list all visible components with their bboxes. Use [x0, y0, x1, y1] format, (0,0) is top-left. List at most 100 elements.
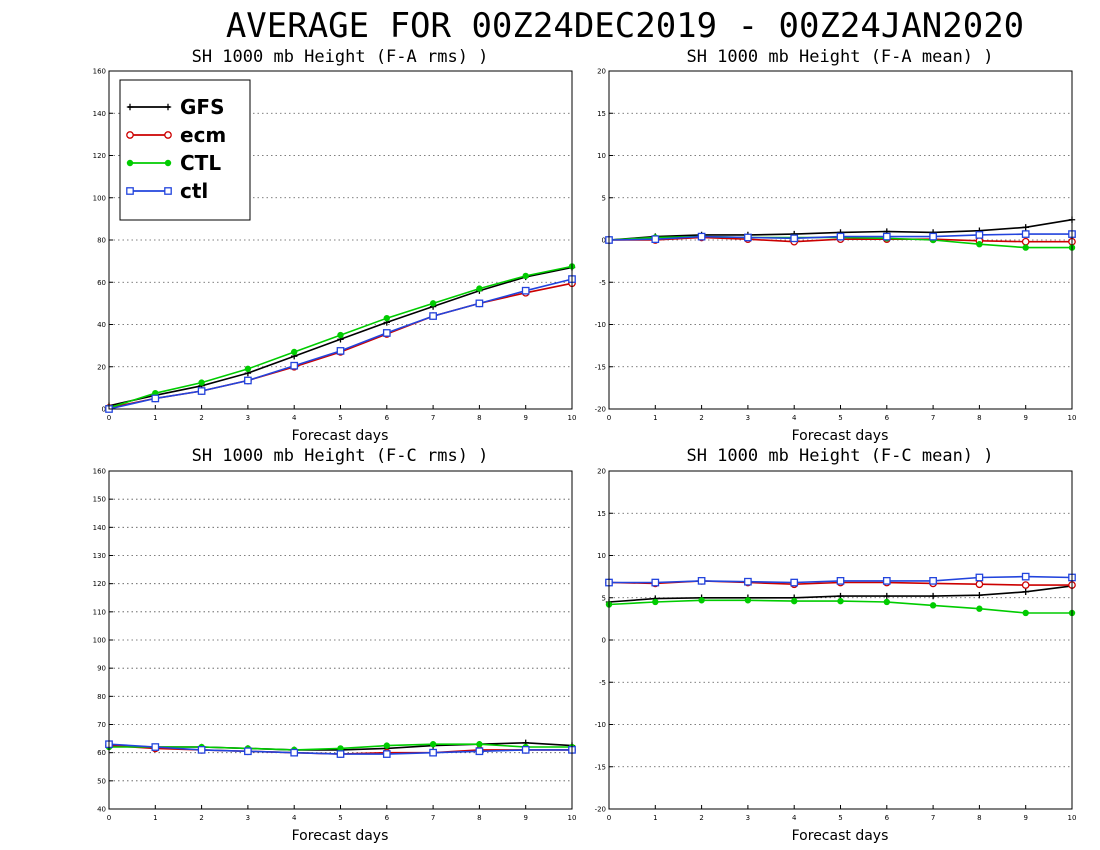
- x-tick-label: 1: [653, 814, 657, 822]
- y-tick-label: 70: [97, 721, 106, 729]
- x-tick-label: 2: [699, 414, 703, 422]
- data-point-ctl: [836, 232, 845, 241]
- data-point-ctl: [382, 329, 391, 337]
- data-point-ctl: [1021, 572, 1030, 581]
- data-point-ctl: [337, 331, 344, 339]
- plot-area-fc-mean: -20 -15 -10 -5 0 5 10 15 20 0 1 2 3 4 5 6 7 8 9 10: [595, 468, 1077, 823]
- data-point-ctl: [744, 577, 752, 586]
- data-point-ctl: [197, 387, 206, 395]
- data-point-ctl: [1022, 609, 1029, 617]
- data-point-ctl: [244, 376, 252, 385]
- y-tick-label: 10: [597, 152, 606, 160]
- legend-box: [119, 79, 251, 221]
- x-tick-label: 5: [338, 814, 342, 822]
- data-point-ctl: [383, 742, 390, 749]
- series-line-ecm: [108, 282, 573, 409]
- x-tick-label: 8: [477, 414, 481, 422]
- legend-marker-gfs: [126, 103, 134, 111]
- data-point-ctl: [290, 748, 299, 757]
- data-point-ctl: [429, 741, 437, 748]
- data-point-ctl: [790, 578, 799, 587]
- data-point-ctl: [475, 747, 484, 756]
- data-point-ctl: [744, 233, 752, 242]
- data-point-ctl: [790, 234, 799, 243]
- page-title: AVERAGE FOR 00Z24DEC2019 - 00Z24JAN2020: [226, 6, 1024, 46]
- data-point-ctl: [883, 598, 890, 606]
- y-tick-label: 160: [93, 468, 106, 476]
- data-point-ctl: [697, 232, 706, 241]
- x-tick-label: 1: [153, 414, 157, 422]
- panel-fa-rms: SH 1000 mb Height (F-A rms) ) 0204060801…: [93, 47, 577, 444]
- data-point-ctl: [244, 365, 252, 373]
- data-point-ctl: [198, 379, 205, 386]
- data-point-ctl: [791, 597, 798, 605]
- y-tick-label: -10: [595, 721, 606, 729]
- x-tick-label: 6: [385, 814, 390, 822]
- legend-marker-ctl: [164, 187, 172, 195]
- panel-fc-rms-xlabel: Forecast days: [292, 828, 389, 844]
- x-tick-label: 4: [292, 414, 297, 422]
- x-tick-label: 7: [431, 814, 435, 822]
- y-tick-label: 0: [602, 637, 606, 645]
- data-point-ctl: [651, 235, 660, 244]
- x-tick-label: 5: [838, 814, 842, 822]
- x-tick-label: 5: [338, 414, 342, 422]
- data-point-ctl: [429, 300, 437, 307]
- data-point-ecm: [1021, 581, 1030, 589]
- panel-fa-rms-xlabel: Forecast days: [292, 428, 389, 444]
- x-tick-label: 7: [931, 814, 935, 822]
- y-tick-label: 120: [93, 580, 106, 588]
- y-tick-label: 0: [602, 237, 606, 245]
- y-tick-label: 100: [93, 194, 106, 202]
- data-point-ctl: [290, 361, 299, 370]
- y-tick-label: 15: [597, 110, 606, 118]
- panel-fa-mean-title: SH 1000 mb Height (F-A mean) ): [686, 47, 993, 67]
- data-point-ctl: [652, 598, 659, 606]
- x-tick-label: 6: [885, 414, 890, 422]
- y-tick-label: 120: [93, 152, 106, 160]
- legend-items: GFS ecm CTL ctl: [126, 95, 226, 203]
- data-point-ctl: [1022, 244, 1029, 251]
- data-point-gfs: [929, 592, 937, 600]
- legend-marker-ecm: [126, 131, 134, 139]
- data-point-ctl: [744, 597, 752, 604]
- data-point-ctl: [291, 348, 298, 356]
- data-point-gfs: [883, 592, 890, 600]
- x-tick-label: 1: [153, 814, 157, 822]
- legend-marker-ctl: [126, 159, 134, 167]
- data-point-ctl: [476, 741, 483, 748]
- x-tick-label: 8: [977, 814, 981, 822]
- x-tick-label: 2: [199, 414, 203, 422]
- data-point-ctl: [1021, 230, 1030, 238]
- x-tick-label: 6: [385, 414, 390, 422]
- y-tick-label: 40: [97, 806, 106, 814]
- y-tick-label: 20: [97, 363, 106, 371]
- data-point-ctl: [475, 299, 484, 308]
- data-point-gfs: [1022, 588, 1029, 596]
- panel-fa-mean: SH 1000 mb Height (F-A mean) ) -20 -15 -10…: [595, 47, 1077, 444]
- panel-fc-rms: SH 1000 mb Height (F-C rms) ) 4050607080…: [93, 446, 577, 844]
- data-point-ecm: [975, 580, 984, 589]
- plot-frame: [608, 70, 1073, 410]
- data-point-ctl: [429, 748, 437, 757]
- x-tick-label: 3: [746, 414, 750, 422]
- y-tick-label: 5: [602, 594, 606, 602]
- y-tick-label: 0: [102, 406, 106, 414]
- x-tick-label: 8: [977, 414, 981, 422]
- x-tick-label: 1: [653, 414, 657, 422]
- y-tick-label: 160: [93, 68, 106, 76]
- data-point-ctl: [976, 241, 983, 248]
- y-tick-label: 140: [93, 524, 106, 532]
- data-point-ctl: [429, 312, 437, 320]
- y-tick-label: 60: [97, 279, 106, 287]
- data-point-ctl: [521, 286, 530, 295]
- legend-label-ctl: CTL: [180, 151, 221, 175]
- x-tick-label: 8: [477, 814, 481, 822]
- plot-frame: [608, 470, 1073, 810]
- y-tick-label: -15: [595, 763, 606, 771]
- legend-label-gfs: GFS: [180, 95, 224, 119]
- data-point-ctl: [929, 232, 937, 241]
- y-tick-label: 15: [597, 510, 606, 518]
- data-point-ctl: [975, 231, 984, 239]
- data-point-ctl: [698, 597, 705, 604]
